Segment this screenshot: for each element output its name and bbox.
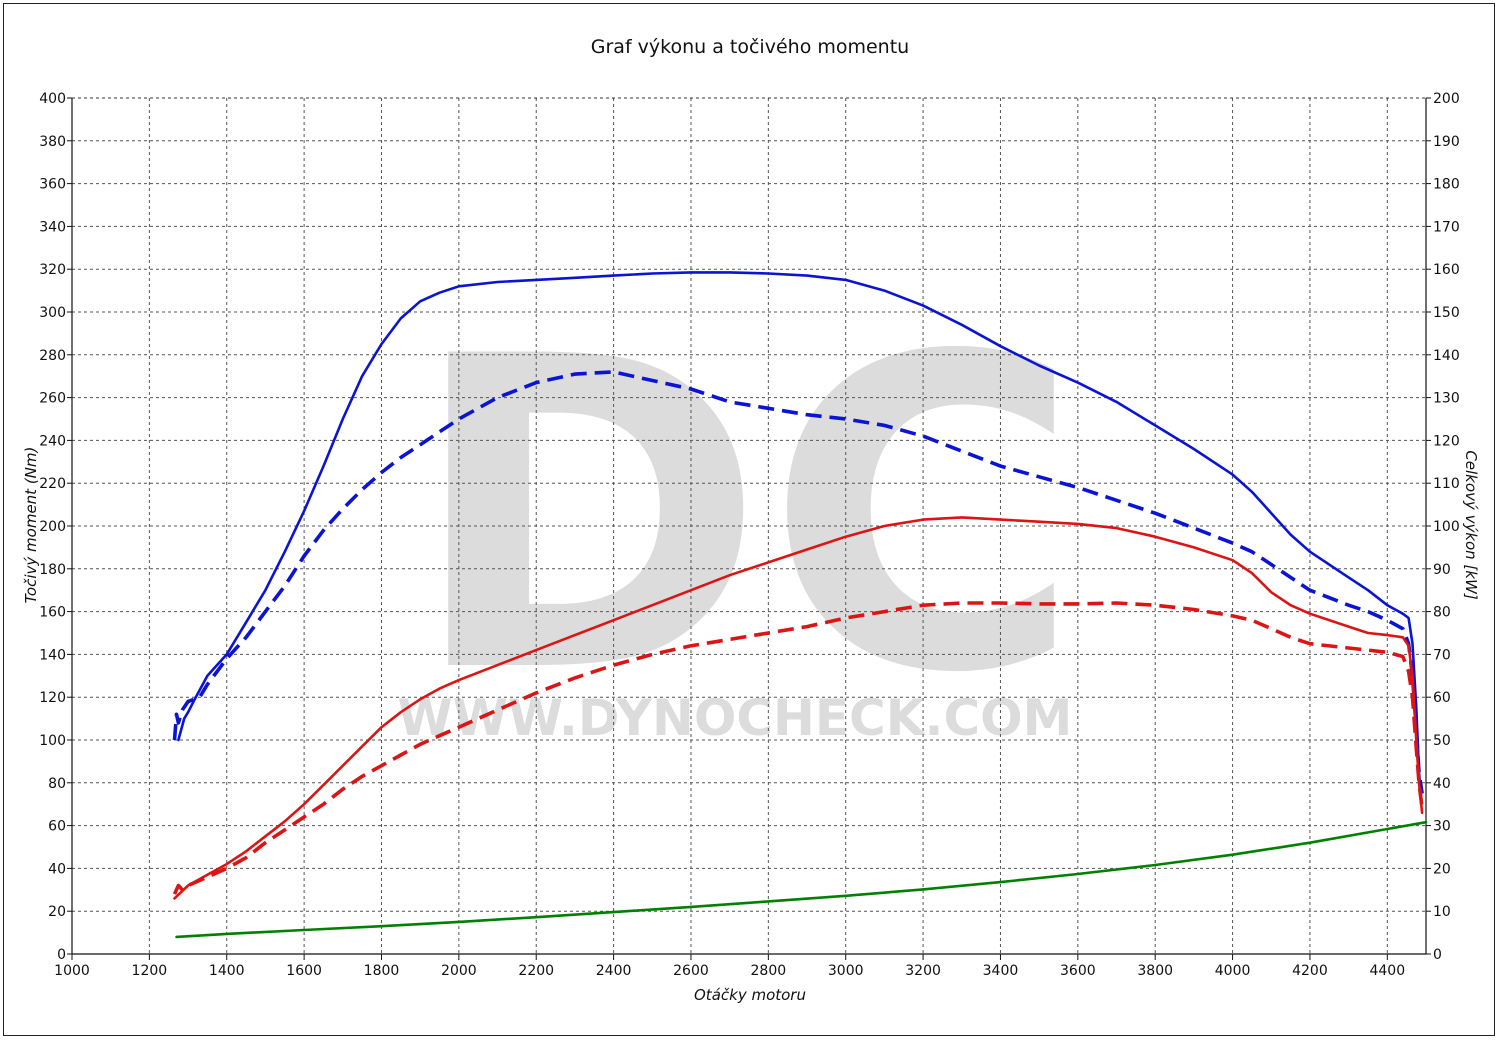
y-right-tick-label: 10 xyxy=(1433,904,1451,920)
y-right-tick-label: 100 xyxy=(1433,519,1460,535)
y-left-tick-label: 300 xyxy=(39,305,66,321)
y-right-tick-label: 90 xyxy=(1433,562,1451,578)
x-tick-label: 3200 xyxy=(905,963,941,979)
y-left-tick-label: 280 xyxy=(39,348,66,364)
x-tick-label: 2400 xyxy=(596,963,632,979)
x-tick-label: 2600 xyxy=(673,963,709,979)
y-right-tick-label: 70 xyxy=(1433,647,1451,663)
y-right-tick-label: 200 xyxy=(1433,91,1460,107)
y-right-tick-label: 50 xyxy=(1433,733,1451,749)
y-left-tick-label: 100 xyxy=(39,733,66,749)
x-tick-label: 2200 xyxy=(518,963,554,979)
series-layer xyxy=(172,271,1428,939)
x-tick-label: 1400 xyxy=(209,963,245,979)
y-right-tick-label: 130 xyxy=(1433,391,1460,407)
y-right-tick-label: 0 xyxy=(1433,947,1442,963)
chart-title: Graf výkonu a točivého momentu xyxy=(591,36,909,58)
watermark-text: WWW.DYNOCHECK.COM xyxy=(398,689,1073,747)
y-right-tick-label: 20 xyxy=(1433,861,1451,877)
y-left-tick-label: 200 xyxy=(39,519,66,535)
y-left-tick-label: 340 xyxy=(39,219,66,235)
y-right-tick-label: 160 xyxy=(1433,262,1460,278)
y-right-tick-label: 190 xyxy=(1433,134,1460,150)
y-left-tick-label: 260 xyxy=(39,391,66,407)
x-axis-title: Otáčky motoru xyxy=(694,986,806,1004)
y-left-tick-label: 240 xyxy=(39,433,66,449)
y-right-tick-label: 150 xyxy=(1433,305,1460,321)
y-right-tick-label: 80 xyxy=(1433,605,1451,621)
y-left-axis-title: Točivý moment (Nm) xyxy=(22,447,40,604)
x-tick-label: 3600 xyxy=(1060,963,1096,979)
x-tick-label: 4400 xyxy=(1369,963,1405,979)
series-line-torque_tuned xyxy=(177,271,1423,802)
series-line-power_stock xyxy=(172,601,1424,895)
watermark: DC WWW.DYNOCHECK.COM xyxy=(398,267,1082,767)
x-tick-label: 1000 xyxy=(54,963,90,979)
x-tick-label: 3400 xyxy=(983,963,1019,979)
y-left-tick-label: 20 xyxy=(48,904,66,920)
x-tick-label: 2800 xyxy=(751,963,787,979)
y-left-tick-label: 220 xyxy=(39,476,66,492)
x-tick-label: 1600 xyxy=(286,963,322,979)
y-left-tick-label: 60 xyxy=(48,819,66,835)
y-right-tick-label: 180 xyxy=(1433,177,1460,193)
grid xyxy=(72,97,1426,954)
chart-frame xyxy=(3,3,1495,1036)
y-left-tick-label: 380 xyxy=(39,134,66,150)
y-right-axis-title: Celkový výkon [kW] xyxy=(1462,450,1480,600)
y-right-tick-label: 110 xyxy=(1433,476,1460,492)
y-right-tick-label: 40 xyxy=(1433,776,1451,792)
y-left-tick-label: 400 xyxy=(39,91,66,107)
x-tick-label: 3800 xyxy=(1137,963,1173,979)
y-left-tick-label: 360 xyxy=(39,177,66,193)
y-right-tick-label: 170 xyxy=(1433,219,1460,235)
x-tick-label: 4200 xyxy=(1292,963,1328,979)
series-line-torque_stock xyxy=(172,370,1424,794)
y-right-tick-label: 60 xyxy=(1433,690,1451,706)
x-tick-label: 1800 xyxy=(364,963,400,979)
y-left-tick-label: 80 xyxy=(48,776,66,792)
y-left-tick-label: 140 xyxy=(39,647,66,663)
x-tick-label: 4000 xyxy=(1215,963,1251,979)
y-right-tick-label: 30 xyxy=(1433,819,1451,835)
y-left-tick-label: 0 xyxy=(57,947,66,963)
y-right-tick-label: 140 xyxy=(1433,348,1460,364)
x-tick-label: 3000 xyxy=(828,963,864,979)
y-right-tick-label: 120 xyxy=(1433,433,1460,449)
x-tick-label: 1200 xyxy=(132,963,168,979)
series-line-power_tuned xyxy=(173,516,1424,900)
y-left-tick-label: 120 xyxy=(39,690,66,706)
y-left-tick-label: 180 xyxy=(39,562,66,578)
axes: 1000 1200 1400 1600 1800 2000 2200 2400 2600 2800… xyxy=(39,91,1459,979)
y-left-tick-label: 160 xyxy=(39,605,66,621)
series-line-loss xyxy=(175,820,1428,939)
y-left-tick-label: 40 xyxy=(48,861,66,877)
y-left-tick-label: 320 xyxy=(39,262,66,278)
x-tick-label: 2000 xyxy=(441,963,477,979)
